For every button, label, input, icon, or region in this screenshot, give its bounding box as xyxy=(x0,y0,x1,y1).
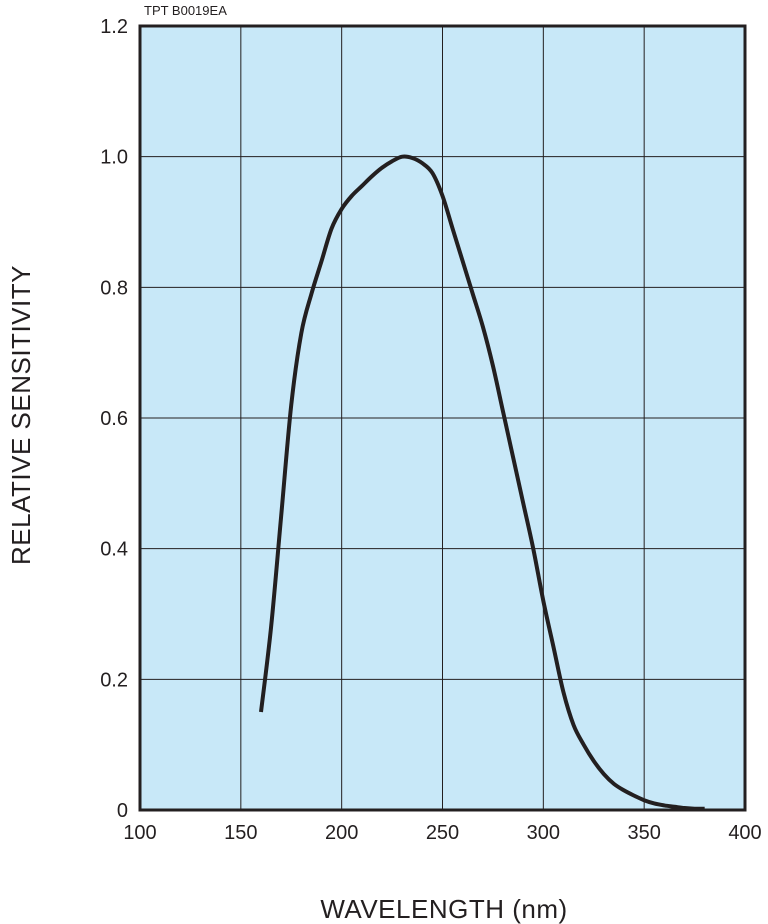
y-tick-label: 1.0 xyxy=(100,147,128,169)
x-axis-title: WAVELENGTH (nm) xyxy=(320,894,567,924)
x-tick-label: 350 xyxy=(627,822,660,844)
y-tick-label: 1.2 xyxy=(100,16,128,38)
y-axis-ticks: 0 0.2 0.4 0.6 0.8 1.0 1.2 xyxy=(100,16,128,822)
x-tick-label: 300 xyxy=(527,822,560,844)
chart-code-label: TPT B0019EA xyxy=(144,3,227,18)
x-tick-label: 400 xyxy=(728,822,761,844)
y-tick-label: 0.6 xyxy=(100,408,128,430)
y-tick-label: 0 xyxy=(117,800,128,822)
y-tick-label: 0.2 xyxy=(100,669,128,691)
x-tick-label: 250 xyxy=(426,822,459,844)
y-axis-title: RELATIVE SENSITIVITY xyxy=(6,265,36,565)
plot-frame xyxy=(138,24,747,812)
y-tick-label: 0.8 xyxy=(100,277,128,299)
sensitivity-curve xyxy=(259,154,705,811)
x-tick-label: 150 xyxy=(224,822,257,844)
y-tick-label: 0.4 xyxy=(100,539,128,561)
x-tick-label: 100 xyxy=(123,822,156,844)
x-axis-ticks: 100 150 200 250 300 350 400 xyxy=(123,822,761,844)
x-tick-label: 200 xyxy=(325,822,358,844)
